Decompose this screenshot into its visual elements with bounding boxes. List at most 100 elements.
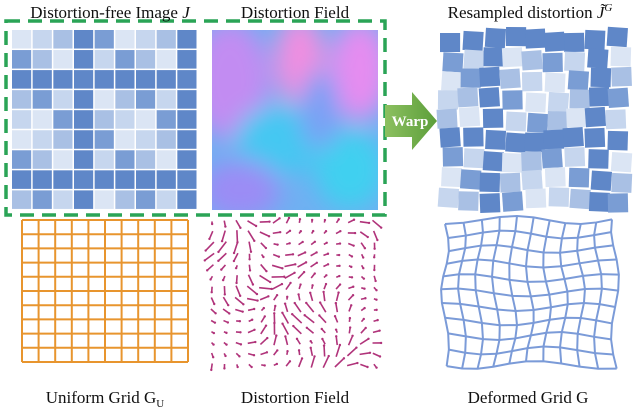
label-symbol: G (144, 388, 156, 407)
field-arrow (285, 264, 296, 266)
field-arrow-head (286, 296, 288, 298)
field-arrow-head (292, 253, 294, 255)
field-arrow-head (250, 251, 252, 253)
field-arrow-head (363, 277, 365, 279)
tile (157, 30, 176, 49)
field-arrow (236, 286, 240, 296)
tile (136, 150, 155, 169)
field-arrow-head (228, 312, 230, 314)
tile (589, 87, 610, 107)
tile (136, 90, 155, 109)
field-arrow-head (204, 249, 206, 251)
tile (33, 50, 52, 69)
tile (115, 110, 134, 129)
grid-line (475, 220, 483, 369)
field-arrow-head (339, 283, 341, 285)
field-arrow-head (224, 355, 226, 357)
field-arrow-head (373, 269, 375, 271)
field-arrow (360, 353, 370, 355)
field-arrow-head (352, 244, 354, 246)
tile (177, 190, 196, 209)
field-arrow-head (240, 343, 242, 345)
field-arrow-head (299, 218, 301, 220)
tile (115, 190, 134, 209)
field-arrow-head (276, 294, 278, 296)
tile (548, 92, 569, 112)
tile (53, 90, 72, 109)
field-arrow (285, 304, 287, 312)
field-arrow-head (301, 241, 303, 243)
field-arrow (372, 220, 381, 227)
field-arrow (293, 326, 301, 334)
tile (608, 193, 628, 212)
tile (74, 150, 93, 169)
field-arrow-head (316, 262, 318, 264)
tile (115, 30, 134, 49)
field-arrow-head (256, 299, 258, 301)
field-arrow-head (238, 355, 240, 357)
tile (438, 188, 459, 208)
label-text: Resampled distortion (448, 3, 597, 22)
tile (584, 30, 605, 50)
tile (459, 107, 480, 127)
tile (543, 130, 564, 150)
tile (115, 70, 134, 89)
tile (177, 50, 196, 69)
label-symbol: J (182, 3, 191, 22)
tile (564, 33, 584, 52)
field-arrow-head (210, 369, 212, 371)
grid-line (445, 318, 612, 326)
field-arrow-head (380, 342, 382, 344)
tile (462, 31, 483, 51)
tile (525, 29, 546, 49)
tile (506, 112, 527, 132)
field-arrow-head (354, 232, 356, 234)
field-arrow-head (241, 310, 243, 312)
field-arrow-head (269, 281, 271, 283)
tile (12, 130, 31, 149)
field-arrow-head (327, 263, 329, 265)
field-arrow-head (239, 227, 241, 229)
field-arrow (349, 336, 353, 345)
field-arrow-head (262, 256, 264, 258)
field-arrow-head (291, 313, 293, 315)
tile (53, 190, 72, 209)
tile (564, 52, 585, 72)
field-arrow-head (274, 305, 276, 307)
tile (502, 90, 522, 109)
field-arrow (286, 283, 291, 290)
tile (33, 70, 52, 89)
field-arrow-head (223, 367, 225, 369)
label: Uniform Grid GU (46, 388, 165, 410)
field-arrow-head (217, 251, 219, 253)
tile (525, 188, 546, 208)
field-arrow (235, 297, 243, 304)
field-arrow (260, 232, 269, 236)
tile (115, 130, 134, 149)
grid-line (492, 217, 500, 367)
field-arrow-head (253, 308, 255, 310)
field-arrow-head (363, 307, 365, 309)
field-arrow-head (376, 319, 378, 321)
field-arrow-head (365, 327, 367, 329)
field-arrow (374, 231, 378, 240)
field-arrow-head (292, 325, 294, 327)
tile (483, 109, 503, 128)
field-arrow (261, 264, 267, 271)
tile (611, 67, 632, 87)
field-arrow-head (351, 255, 353, 257)
field-arrow (209, 231, 212, 239)
tile (157, 70, 176, 89)
tile (136, 110, 155, 129)
field-arrow-head (276, 349, 278, 351)
grid-line (577, 224, 585, 367)
field-arrow-head (284, 302, 286, 304)
field-arrow (283, 324, 289, 335)
field-arrow (305, 315, 314, 322)
field-arrow (234, 253, 238, 261)
field-arrow (273, 218, 280, 223)
field-arrow-head (222, 279, 224, 281)
field-arrow-head (300, 230, 302, 232)
field-arrow-head (299, 283, 301, 285)
field-arrow (236, 220, 240, 228)
